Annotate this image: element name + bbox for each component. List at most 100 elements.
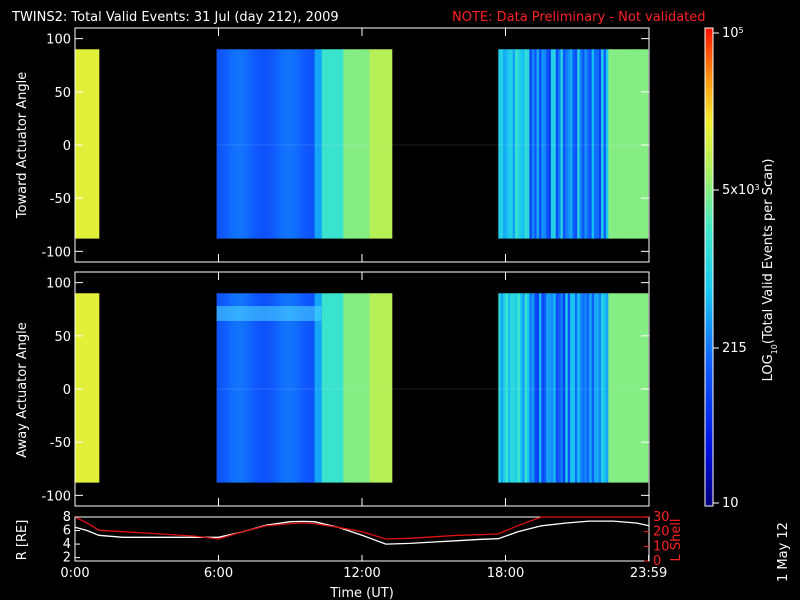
heatmap-cell xyxy=(300,49,304,239)
away-panel: 100 50 0 -50 -100 Away Actuator Angle xyxy=(15,271,650,507)
heatmap-cell xyxy=(553,49,557,239)
y-tick-label: 50 xyxy=(54,86,71,101)
heatmap-cell xyxy=(360,293,363,483)
heatmap-cell xyxy=(629,293,633,483)
heatmap-cell xyxy=(637,49,640,239)
heatmap-cell xyxy=(94,293,97,483)
heatmap-cell xyxy=(589,293,592,483)
heatmap-cell xyxy=(505,293,509,483)
heatmap-cell xyxy=(538,49,542,239)
heatmap-cell xyxy=(603,49,607,239)
heatmap-cell xyxy=(242,293,246,483)
heatmap-cell xyxy=(372,49,375,239)
heatmap-cell xyxy=(357,293,361,483)
heatmap-cell xyxy=(543,293,547,483)
heatmap-cell xyxy=(77,293,81,483)
heatmap-cell xyxy=(302,49,306,239)
heatmap-cell xyxy=(259,49,263,239)
heatmap-cell xyxy=(515,293,518,483)
heatmap-cell xyxy=(357,49,361,239)
heatmap-cell xyxy=(336,293,339,483)
heatmap-cell xyxy=(360,49,363,239)
heatmap-cell xyxy=(634,293,638,483)
heatmap-cell xyxy=(372,293,375,483)
heatmap-cell xyxy=(522,49,526,239)
y-tick-label: -100 xyxy=(41,245,71,260)
y-tick-label: 0 xyxy=(653,554,661,569)
heatmap-cell xyxy=(617,293,621,483)
heatmap-cell xyxy=(558,49,561,239)
heatmap-cell xyxy=(285,293,289,483)
heatmap-cell xyxy=(245,293,249,483)
heatmap-cell xyxy=(517,293,521,483)
heatmap-cell xyxy=(307,293,311,483)
heatmap-cell xyxy=(221,49,225,239)
heatmap-cell xyxy=(386,49,390,239)
heatmap-cell xyxy=(331,293,335,483)
heatmap-cell xyxy=(512,293,516,483)
heatmap-cell xyxy=(250,293,253,483)
heatmap-cell xyxy=(333,293,337,483)
heatmap-cell xyxy=(582,293,585,483)
away-y-ticks: 100 50 0 -50 -100 xyxy=(41,272,649,506)
heatmap-cell xyxy=(247,49,251,239)
heatmap-cell xyxy=(324,293,327,483)
heatmap-cell xyxy=(541,293,545,483)
heatmap-cell xyxy=(646,49,649,239)
heatmap-cell xyxy=(577,293,581,483)
heatmap-cell xyxy=(242,49,246,239)
y-tick-label: -50 xyxy=(50,192,71,207)
heatmap-cell xyxy=(230,293,234,483)
heatmap-cell xyxy=(326,49,330,239)
heatmap-cell xyxy=(546,49,549,239)
heatmap-cell xyxy=(86,293,90,483)
heatmap-cell xyxy=(498,293,502,483)
heatmap-cell xyxy=(271,293,275,483)
heatmap-cell xyxy=(264,293,268,483)
heatmap-cell xyxy=(338,293,342,483)
heatmap-cell xyxy=(340,49,344,239)
colorbar-tick-label: 5x103 xyxy=(722,183,760,199)
heatmap-cell xyxy=(345,49,349,239)
heatmap-cell xyxy=(340,293,344,483)
heatmap-cell xyxy=(79,49,83,239)
heatmap-cell xyxy=(252,293,256,483)
heatmap-cell xyxy=(574,293,578,483)
heatmap-cell xyxy=(345,293,349,483)
heatmap-cell xyxy=(589,49,592,239)
heatmap-cell xyxy=(84,293,88,483)
heatmap-cell xyxy=(273,293,277,483)
preliminary-note: NOTE: Data Preliminary - Not validated xyxy=(452,10,706,25)
heatmap-cell xyxy=(259,293,263,483)
zero-band xyxy=(216,143,648,146)
heatmap-cell xyxy=(565,293,569,483)
heatmap-cell xyxy=(646,293,649,483)
heatmap-cell xyxy=(632,49,636,239)
heatmap-cell xyxy=(519,293,523,483)
heatmap-cell xyxy=(262,293,265,483)
heatmap-cell xyxy=(507,49,511,239)
heatmap-cell xyxy=(629,49,633,239)
heatmap-cell xyxy=(527,49,530,239)
heatmap-cell xyxy=(364,49,368,239)
heatmap-cell xyxy=(218,293,222,483)
heatmap-cell xyxy=(82,293,85,483)
heatmap-cell xyxy=(579,293,583,483)
heatmap-cell xyxy=(596,49,600,239)
y-tick-label: 4 xyxy=(63,537,71,552)
heatmap-cell xyxy=(538,293,542,483)
heatmap-cell xyxy=(572,293,576,483)
heatmap-cell xyxy=(297,293,301,483)
zero-band xyxy=(216,387,648,390)
heatmap-cell xyxy=(216,293,220,483)
x-tick-label: 18:00 xyxy=(487,566,524,581)
heatmap-cell xyxy=(367,293,371,483)
heatmap-cell xyxy=(622,49,626,239)
y-tick-label: 6 xyxy=(63,524,71,539)
toward-heatmap xyxy=(75,49,649,239)
heatmap-cell xyxy=(603,293,607,483)
heatmap-cell xyxy=(381,49,385,239)
heatmap-cell xyxy=(524,49,528,239)
heatmap-cell xyxy=(226,293,229,483)
heatmap-cell xyxy=(307,49,311,239)
